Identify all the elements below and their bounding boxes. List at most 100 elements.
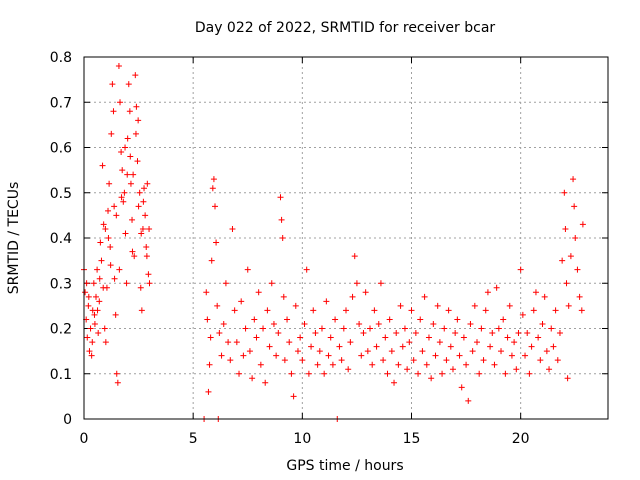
data-point	[332, 316, 339, 323]
data-point	[106, 180, 113, 187]
y-tick-label: 0.6	[50, 141, 72, 157]
data-point	[126, 108, 133, 115]
data-point	[310, 307, 317, 314]
data-point	[257, 361, 264, 368]
data-point	[563, 280, 570, 287]
data-point	[491, 361, 498, 368]
data-point	[449, 366, 456, 373]
data-point	[242, 325, 249, 332]
data-point	[552, 307, 559, 314]
data-point	[82, 289, 89, 296]
data-point	[93, 293, 100, 300]
data-point	[570, 176, 577, 183]
data-point	[382, 334, 389, 341]
data-point	[131, 253, 138, 260]
data-point	[537, 357, 544, 364]
data-point	[142, 212, 149, 219]
data-point	[83, 280, 90, 287]
data-point	[91, 320, 98, 327]
data-point	[554, 357, 561, 364]
data-point	[286, 339, 293, 346]
data-point	[146, 280, 153, 287]
data-point	[113, 370, 120, 377]
data-point	[225, 339, 232, 346]
data-point	[329, 361, 336, 368]
data-point	[508, 352, 515, 359]
data-point	[347, 339, 354, 346]
data-point	[207, 334, 214, 341]
data-point	[273, 352, 280, 359]
data-points	[81, 63, 586, 422]
data-point	[428, 375, 435, 382]
data-point	[124, 171, 131, 178]
data-point	[204, 316, 211, 323]
data-point	[208, 257, 215, 264]
data-point	[135, 117, 142, 124]
data-point	[212, 203, 218, 210]
data-point	[118, 149, 125, 156]
data-point	[284, 316, 291, 323]
data-point	[493, 284, 500, 291]
data-point	[417, 316, 424, 323]
data-point	[504, 334, 511, 341]
data-point	[203, 289, 210, 296]
data-point	[113, 212, 120, 219]
data-point	[87, 325, 94, 332]
data-point	[139, 225, 146, 232]
data-point	[111, 275, 118, 282]
data-point	[498, 348, 505, 355]
data-point	[412, 330, 419, 337]
data-point	[460, 334, 467, 341]
data-point	[401, 325, 408, 332]
data-point	[268, 280, 275, 287]
data-point	[216, 330, 223, 337]
data-point	[362, 289, 369, 296]
data-point	[524, 330, 531, 337]
data-point	[375, 320, 382, 327]
data-point	[206, 361, 213, 368]
data-point	[125, 81, 132, 88]
chart-title: Day 022 of 2022, SRMTID for receiver bca…	[195, 20, 496, 36]
data-point	[141, 185, 148, 192]
data-point	[122, 144, 129, 151]
data-point	[117, 99, 124, 106]
data-point	[360, 330, 367, 337]
data-point	[238, 298, 245, 305]
data-point	[118, 194, 125, 201]
y-tick-label: 0.8	[50, 50, 72, 66]
data-point	[576, 293, 583, 300]
data-point	[445, 307, 452, 314]
data-point	[253, 334, 260, 341]
axis-ticks: 0 0.1 0.2 0.3 0.4 0.5 0.6 0.7 0.8 0 5 10 15 20	[50, 50, 608, 447]
data-point	[318, 325, 325, 332]
data-point	[458, 384, 465, 391]
data-point	[574, 266, 581, 273]
data-point	[279, 235, 286, 241]
data-point	[114, 379, 121, 386]
data-point	[528, 343, 535, 350]
data-point	[447, 343, 454, 350]
data-point	[517, 266, 524, 273]
data-point	[280, 293, 287, 300]
data-point	[463, 361, 470, 368]
x-tick-label: 15	[403, 431, 421, 447]
data-point	[86, 348, 93, 355]
data-point	[133, 103, 140, 110]
data-point	[467, 320, 474, 327]
y-axis-title: SRMTID / TECUs	[6, 182, 22, 295]
data-point	[299, 357, 306, 364]
data-point	[565, 302, 572, 309]
data-point	[102, 339, 109, 346]
data-point	[97, 239, 104, 246]
data-point	[567, 253, 574, 260]
data-point	[550, 343, 557, 350]
data-point	[325, 352, 332, 359]
data-point	[476, 370, 483, 377]
data-point	[312, 330, 319, 337]
data-point	[115, 63, 122, 70]
y-tick-label: 0.3	[50, 276, 72, 292]
data-point	[89, 339, 96, 346]
data-point	[144, 180, 151, 187]
data-point	[377, 280, 384, 287]
data-point	[578, 307, 585, 314]
